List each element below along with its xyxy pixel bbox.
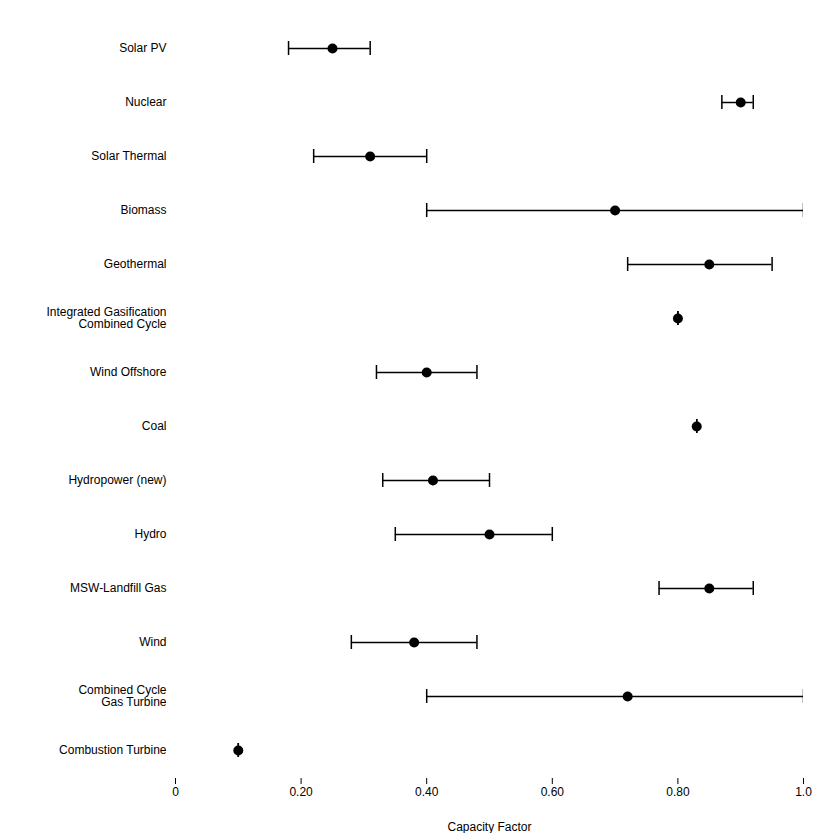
svg-text:0.80: 0.80 xyxy=(666,785,690,799)
svg-text:Capacity Factor: Capacity Factor xyxy=(447,820,531,833)
svg-text:Nuclear: Nuclear xyxy=(125,95,166,109)
svg-text:Combined CycleGas Turbine: Combined CycleGas Turbine xyxy=(78,683,166,709)
svg-text:Hydro: Hydro xyxy=(134,527,166,541)
svg-text:Hydropower (new): Hydropower (new) xyxy=(68,473,166,487)
svg-text:Integrated GasificationCombine: Integrated GasificationCombined Cycle xyxy=(46,305,166,331)
svg-text:Wind Offshore: Wind Offshore xyxy=(90,365,167,379)
svg-text:0: 0 xyxy=(172,785,179,799)
svg-text:0.60: 0.60 xyxy=(541,785,565,799)
svg-text:Geothermal: Geothermal xyxy=(104,257,167,271)
svg-text:0.40: 0.40 xyxy=(415,785,439,799)
svg-text:Coal: Coal xyxy=(142,419,167,433)
svg-text:MSW-Landfill Gas: MSW-Landfill Gas xyxy=(70,581,166,595)
svg-text:1.0: 1.0 xyxy=(795,785,812,799)
svg-text:Solar Thermal: Solar Thermal xyxy=(91,149,166,163)
svg-text:Combustion Turbine: Combustion Turbine xyxy=(59,743,167,757)
svg-text:0.20: 0.20 xyxy=(289,785,313,799)
svg-text:Biomass: Biomass xyxy=(120,203,166,217)
svg-text:Wind: Wind xyxy=(139,635,166,649)
svg-text:Solar PV: Solar PV xyxy=(119,41,166,55)
